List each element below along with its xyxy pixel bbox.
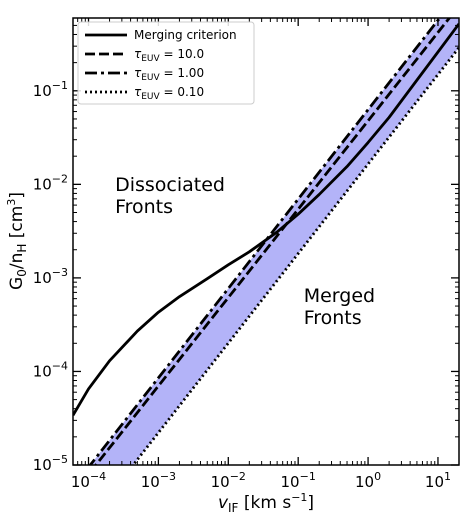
legend-tau-sub: EUV [141, 92, 160, 102]
legend-label-tau-1: τEUV = 1.00 [134, 66, 204, 83]
plot-frame [72, 17, 460, 466]
shaded-band [90, 18, 459, 465]
legend-tau-value: = 0.10 [160, 85, 204, 99]
y-tick-label: 10−4 [33, 359, 68, 380]
y-tick-label: 10−2 [33, 172, 68, 193]
legend-tau-symbol: τ [134, 47, 142, 61]
legend-tau-value: = 1.00 [160, 66, 204, 80]
legend-tau-value: = 10.0 [160, 47, 204, 61]
y-axis-units-exp: 3 [5, 199, 18, 206]
y-axis-main: G [7, 277, 27, 290]
y-axis-units-close: ] [7, 192, 27, 199]
legend-tau-sub: EUV [141, 54, 160, 64]
y-axis-label: G0/nH [cm3] [5, 192, 29, 290]
x-axis-label: vIF [km s−1] [218, 491, 314, 515]
x-axis-units-exp: −1 [291, 491, 307, 504]
x-axis-symbol: v [218, 493, 229, 513]
legend-label-tau-0-1: τEUV = 0.10 [134, 85, 204, 102]
legend-box [77, 21, 255, 105]
x-axis-units-close: ] [307, 493, 314, 513]
y-axis-sub1: H [15, 244, 29, 253]
x-tick-label: 10−1 [281, 470, 316, 491]
legend-tau-symbol: τ [134, 66, 142, 80]
y-tick-label: 10−5 [33, 453, 68, 474]
x-axis-symbol-sub: IF [228, 501, 239, 515]
y-axis-sub0: 0 [15, 269, 29, 277]
y-tick-label: 10−3 [33, 266, 68, 287]
y-tick-label: 10−1 [33, 79, 68, 100]
x-tick-label: 101 [425, 470, 451, 491]
annotation-dissociated-fronts: Dissociated Fronts [115, 174, 225, 218]
legend-tau-sub: EUV [141, 73, 160, 83]
legend-label-tau-10: τEUV = 10.0 [134, 47, 204, 64]
legend-tau-symbol: τ [134, 85, 142, 99]
y-axis-slash: /n [7, 253, 27, 270]
x-tick-label: 100 [355, 470, 381, 491]
x-tick-label: 10−2 [211, 470, 246, 491]
annotation-merged-fronts: Merged Fronts [304, 285, 375, 329]
x-tick-label: 10−3 [141, 470, 176, 491]
legend: Merging criterion τEUV = 10.0 τEUV = 1.0… [77, 21, 255, 105]
series-tau-10 [94, 18, 452, 465]
series-tau-1 [88, 18, 442, 465]
x-axis-units: [km s [244, 493, 291, 513]
legend-label-merging: Merging criterion [134, 28, 237, 42]
y-axis-units: [cm [7, 206, 27, 239]
x-tick-label: 10−4 [71, 470, 106, 491]
